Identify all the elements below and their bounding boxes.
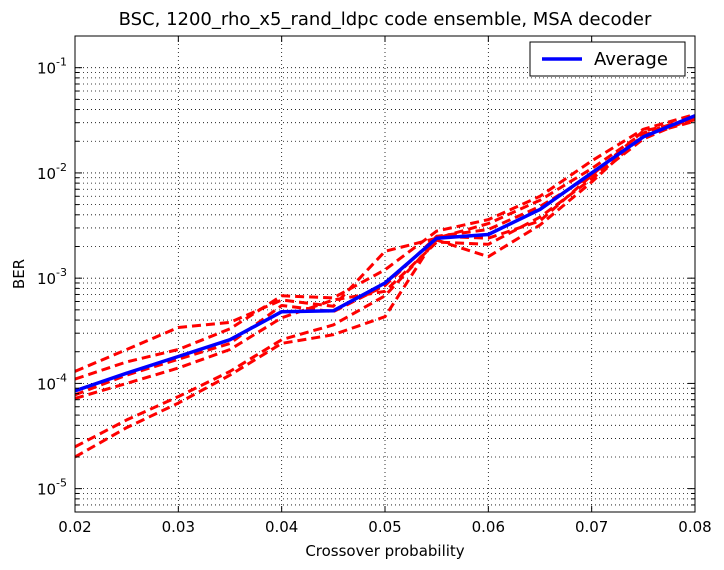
x-tick-label: 0.03 bbox=[162, 518, 195, 536]
x-tick-label: 0.07 bbox=[575, 518, 608, 536]
x-tick-label: 0.06 bbox=[472, 518, 505, 536]
y-tick-label: 10-2 bbox=[37, 161, 67, 183]
series-line-average bbox=[75, 114, 695, 393]
legend-label: Average bbox=[594, 49, 668, 70]
y-axis-label: BER bbox=[10, 259, 28, 289]
chart-title: BSC, 1200_rho_x5_rand_ldpc code ensemble… bbox=[119, 9, 652, 30]
grid bbox=[75, 35, 695, 513]
series-line-ensemble-6 bbox=[75, 118, 695, 459]
x-tick-label: 0.02 bbox=[58, 518, 91, 536]
ticks: 0.02 0.03 0.04 0.05 0.06 0.07 0.08 10-5 10-4 10-3… bbox=[37, 35, 712, 536]
y-tick-label: 10-4 bbox=[37, 371, 67, 393]
legend: Average bbox=[529, 41, 686, 77]
series-line-ensemble-1 bbox=[75, 115, 695, 373]
y-tick-label: 10-5 bbox=[37, 477, 67, 499]
series-line-ensemble-4 bbox=[75, 115, 695, 400]
x-tick-label: 0.04 bbox=[265, 518, 298, 536]
y-tick-label: 10-3 bbox=[37, 266, 67, 288]
x-tick-label: 0.05 bbox=[368, 518, 401, 536]
series-layer bbox=[75, 112, 695, 459]
y-tick-label: 10-1 bbox=[37, 56, 67, 78]
x-tick-label: 0.08 bbox=[678, 518, 711, 536]
x-axis-label: Crossover probability bbox=[305, 542, 464, 560]
series-line-ensemble-5 bbox=[75, 119, 695, 449]
series-line-ensemble-3 bbox=[75, 116, 695, 397]
